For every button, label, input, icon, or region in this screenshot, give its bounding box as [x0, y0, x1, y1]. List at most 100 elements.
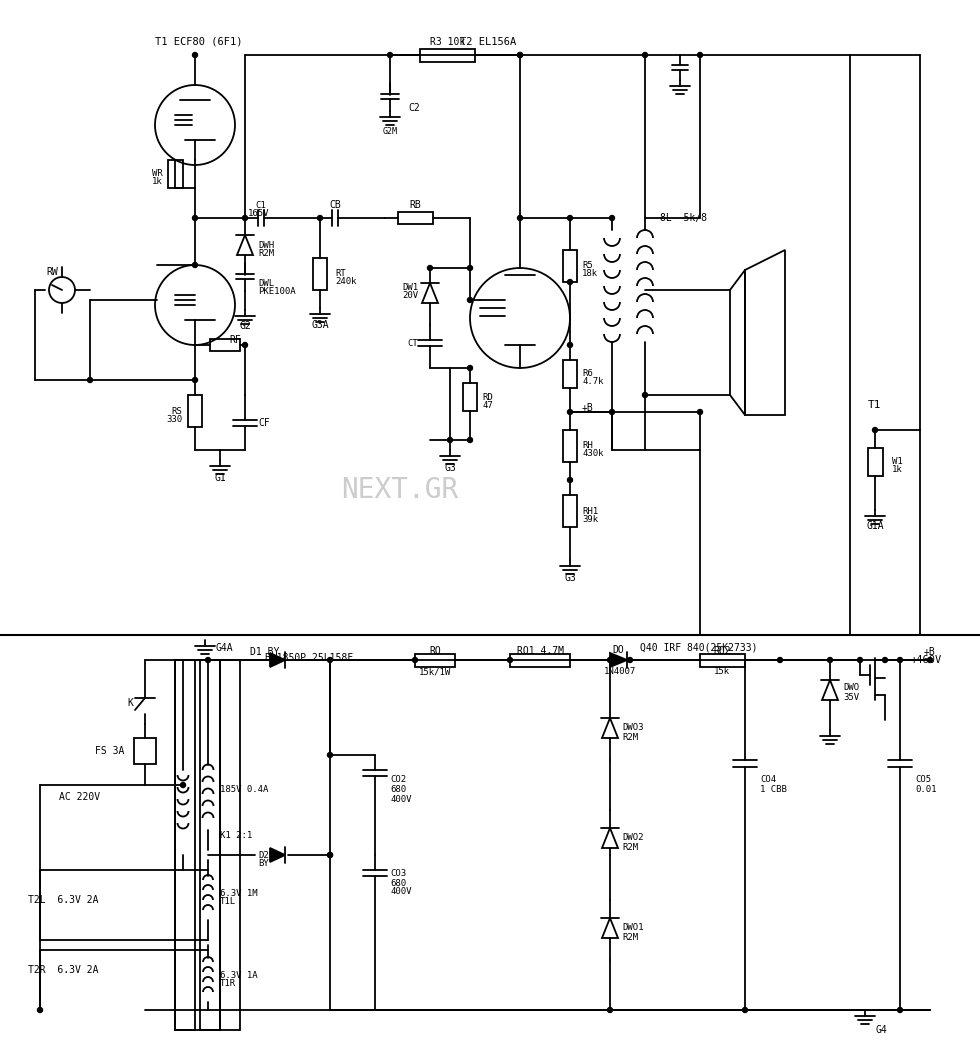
Circle shape	[206, 658, 211, 662]
Circle shape	[643, 392, 648, 397]
Text: G1: G1	[214, 473, 225, 483]
Text: RO2: RO2	[713, 646, 731, 656]
Text: 680: 680	[390, 785, 406, 795]
Text: G4: G4	[875, 1025, 887, 1035]
Text: 430k: 430k	[582, 450, 604, 458]
Bar	[420, 49, 475, 62]
Bar	[200, 660, 220, 1030]
Text: R3 10k: R3 10k	[430, 37, 466, 47]
Text: DWL: DWL	[258, 280, 274, 289]
Circle shape	[318, 215, 322, 221]
Text: 330: 330	[166, 414, 182, 424]
Circle shape	[467, 266, 472, 270]
Bar	[134, 738, 156, 764]
Text: K: K	[127, 698, 133, 708]
Polygon shape	[610, 653, 627, 667]
Circle shape	[192, 53, 198, 58]
Text: RH1: RH1	[582, 507, 598, 515]
Text: DWO: DWO	[843, 683, 859, 693]
Text: C1: C1	[256, 201, 267, 209]
Circle shape	[508, 658, 513, 662]
Text: R5: R5	[582, 262, 593, 270]
Bar	[463, 383, 477, 411]
Text: G2M: G2M	[382, 127, 398, 137]
Bar	[210, 339, 240, 351]
Text: 1N4007: 1N4007	[604, 667, 636, 677]
Bar	[868, 448, 883, 476]
Text: RO: RO	[429, 646, 441, 656]
Circle shape	[898, 1008, 903, 1012]
Circle shape	[517, 53, 522, 58]
Text: 39k: 39k	[582, 515, 598, 523]
Text: K1 2:1: K1 2:1	[220, 830, 252, 840]
Text: G2: G2	[239, 321, 251, 331]
Circle shape	[567, 477, 572, 482]
Circle shape	[777, 658, 782, 662]
Circle shape	[242, 343, 248, 348]
Text: R6: R6	[582, 370, 593, 378]
Bar	[313, 257, 327, 290]
Text: CO4: CO4	[760, 776, 776, 784]
Circle shape	[327, 852, 332, 858]
Text: T2L  6.3V 2A: T2L 6.3V 2A	[28, 895, 99, 905]
Text: G1A: G1A	[866, 521, 884, 531]
Circle shape	[608, 658, 612, 662]
Text: RB: RB	[409, 200, 420, 210]
Text: W1: W1	[892, 457, 903, 467]
Text: DWO1: DWO1	[622, 924, 644, 932]
Text: DO: DO	[612, 645, 624, 655]
Text: R2M: R2M	[622, 733, 638, 742]
Text: 15k/1W: 15k/1W	[418, 667, 451, 677]
Text: 1k: 1k	[892, 466, 903, 474]
Text: NEXT.GR: NEXT.GR	[341, 476, 459, 504]
Text: BY: BY	[258, 860, 269, 868]
Text: 6.3V 1A: 6.3V 1A	[220, 970, 258, 980]
Text: RT: RT	[335, 269, 346, 279]
Text: R2M: R2M	[258, 248, 274, 257]
Circle shape	[698, 53, 703, 58]
Text: 8L  5k/8: 8L 5k/8	[660, 213, 707, 223]
Text: C2: C2	[408, 103, 419, 114]
Text: 15k: 15k	[714, 666, 730, 676]
Text: 185V 0.4A: 185V 0.4A	[220, 785, 269, 795]
Circle shape	[883, 658, 888, 662]
Text: 20V: 20V	[402, 291, 418, 301]
Text: R2M: R2M	[622, 932, 638, 942]
Text: B-1850P 25L158F: B-1850P 25L158F	[265, 653, 353, 663]
Text: T1: T1	[868, 400, 882, 410]
Text: T2R  6.3V 2A: T2R 6.3V 2A	[28, 965, 99, 975]
Polygon shape	[270, 848, 285, 862]
Circle shape	[567, 343, 572, 348]
Text: 1 CBB: 1 CBB	[760, 785, 787, 795]
Text: T2 EL156A: T2 EL156A	[460, 37, 516, 47]
Circle shape	[643, 53, 648, 58]
Text: DWH: DWH	[258, 241, 274, 249]
Text: T1R: T1R	[220, 980, 236, 989]
Text: 35V: 35V	[843, 693, 859, 701]
Text: 1k: 1k	[152, 177, 163, 185]
Text: 165V: 165V	[248, 208, 270, 218]
Text: WR: WR	[152, 169, 163, 179]
Text: +460V: +460V	[910, 655, 942, 665]
Circle shape	[517, 215, 522, 221]
Circle shape	[327, 658, 332, 662]
Circle shape	[37, 1008, 42, 1012]
Circle shape	[413, 658, 417, 662]
Bar	[398, 212, 433, 224]
Text: CO5: CO5	[915, 776, 931, 784]
Text: +B: +B	[923, 647, 935, 657]
Text: RS: RS	[172, 407, 182, 415]
Circle shape	[448, 437, 453, 442]
Bar	[563, 360, 577, 388]
Text: 680: 680	[390, 879, 406, 887]
Text: G4A: G4A	[215, 643, 232, 653]
Circle shape	[610, 410, 614, 414]
Bar	[563, 430, 577, 462]
Circle shape	[467, 297, 472, 303]
Text: G3: G3	[444, 463, 456, 473]
Circle shape	[927, 658, 933, 662]
Circle shape	[567, 410, 572, 414]
Circle shape	[192, 377, 198, 383]
Text: G3A: G3A	[312, 320, 329, 330]
Bar	[563, 250, 577, 282]
